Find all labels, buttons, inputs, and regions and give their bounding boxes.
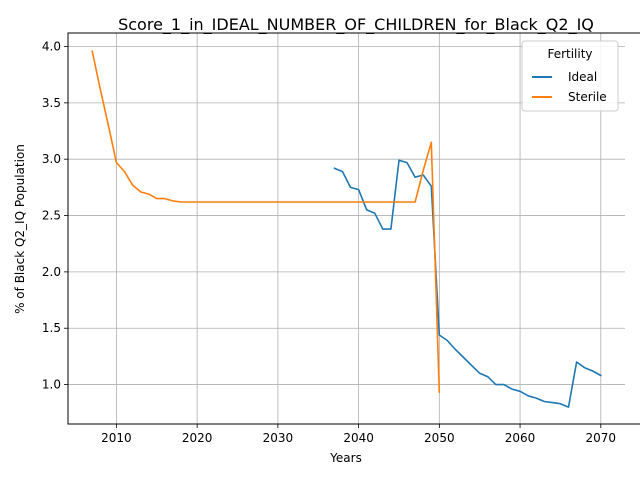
y-axis-ticks: 1.0 1.5 2.0 2.5 3.0 3.5 4.0 xyxy=(42,40,68,392)
x-tick-label: 2060 xyxy=(505,431,536,445)
chart-title: Score_1_in_IDEAL_NUMBER_OF_CHILDREN_for_… xyxy=(118,15,594,35)
y-axis-label: % of Black Q2_IQ Population xyxy=(13,144,27,314)
y-tick-label: 1.5 xyxy=(42,321,61,335)
y-tick-label: 2.5 xyxy=(42,209,61,223)
x-tick-label: 2020 xyxy=(182,431,213,445)
x-axis-ticks: 2010 2020 2030 2040 2050 2060 2070 xyxy=(101,424,616,445)
grid-lines xyxy=(68,33,625,424)
x-axis-label: Years xyxy=(329,451,362,465)
legend-label-ideal: Ideal xyxy=(568,70,597,84)
y-tick-label: 3.5 xyxy=(42,96,61,110)
legend-label-sterile: Sterile xyxy=(568,90,607,104)
x-tick-label: 2040 xyxy=(343,431,374,445)
y-tick-label: 3.0 xyxy=(42,152,61,166)
series-line-ideal xyxy=(333,159,602,408)
x-tick-label: 2050 xyxy=(424,431,455,445)
x-tick-label: 2030 xyxy=(263,431,294,445)
series-line-sterile xyxy=(91,50,441,394)
series-lines xyxy=(91,50,602,408)
legend-box xyxy=(521,40,619,112)
legend-title: Fertility xyxy=(547,47,592,61)
x-tick-label: 2010 xyxy=(101,431,132,445)
y-tick-label: 1.0 xyxy=(42,378,61,392)
y-tick-label: 2.0 xyxy=(42,265,61,279)
y-tick-label: 4.0 xyxy=(42,40,61,54)
plot-frame xyxy=(67,32,640,425)
x-tick-label: 2070 xyxy=(586,431,617,445)
legend: Fertility Ideal Sterile xyxy=(521,40,619,112)
